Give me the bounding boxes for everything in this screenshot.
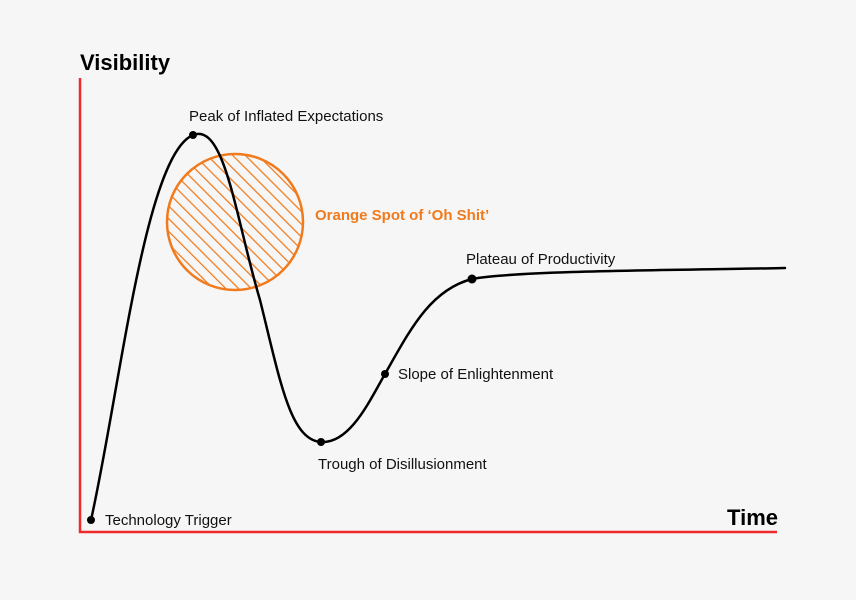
plateau-label: Plateau of Productivity (466, 251, 616, 268)
x-axis-title: Time (727, 505, 778, 530)
trough-label: Trough of Disillusionment (318, 456, 488, 473)
oh-shit-spot (165, 152, 305, 292)
peak-point (189, 131, 197, 139)
oh-shit-spot-label: Orange Spot of ‘Oh Shit’ (315, 207, 489, 224)
technology-trigger-point (87, 516, 95, 524)
slope-point (381, 370, 389, 378)
technology-trigger-label: Technology Trigger (105, 512, 232, 529)
peak-label: Peak of Inflated Expectations (189, 108, 383, 125)
plateau-point (467, 274, 477, 284)
hype-curve (89, 132, 787, 522)
y-axis-title: Visibility (80, 50, 171, 75)
trough-point (317, 438, 325, 446)
slope-label: Slope of Enlightenment (398, 366, 554, 383)
